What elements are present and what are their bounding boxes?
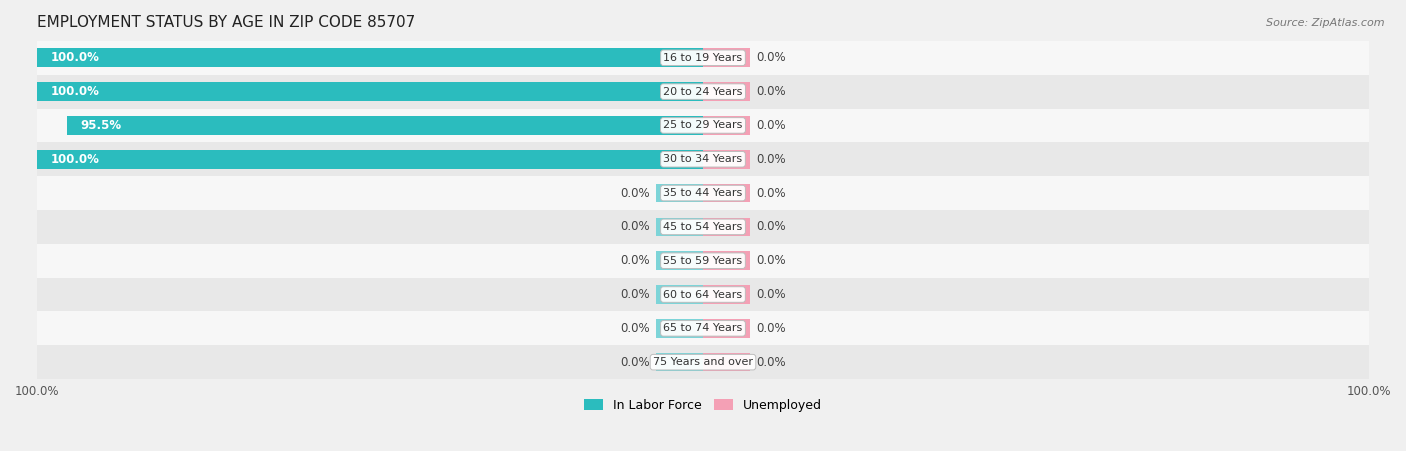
Text: EMPLOYMENT STATUS BY AGE IN ZIP CODE 85707: EMPLOYMENT STATUS BY AGE IN ZIP CODE 857…	[37, 15, 416, 30]
Bar	[703, 319, 749, 338]
Text: 100.0%: 100.0%	[51, 51, 100, 64]
Bar	[37, 176, 1369, 210]
Text: 0.0%: 0.0%	[756, 322, 786, 335]
Text: 0.0%: 0.0%	[756, 85, 786, 98]
Bar	[703, 184, 749, 202]
Bar	[37, 83, 703, 101]
Text: 16 to 19 Years: 16 to 19 Years	[664, 53, 742, 63]
Bar	[657, 184, 703, 202]
Bar	[657, 217, 703, 236]
Text: Source: ZipAtlas.com: Source: ZipAtlas.com	[1267, 18, 1385, 28]
Text: 0.0%: 0.0%	[756, 254, 786, 267]
Text: 0.0%: 0.0%	[756, 153, 786, 166]
Text: 100.0%: 100.0%	[51, 153, 100, 166]
Bar	[703, 83, 749, 101]
Text: 95.5%: 95.5%	[80, 119, 122, 132]
Text: 20 to 24 Years: 20 to 24 Years	[664, 87, 742, 97]
Text: 65 to 74 Years: 65 to 74 Years	[664, 323, 742, 333]
Bar	[703, 217, 749, 236]
Text: 100.0%: 100.0%	[51, 85, 100, 98]
Text: 0.0%: 0.0%	[620, 356, 650, 368]
Text: 0.0%: 0.0%	[756, 187, 786, 200]
Text: 0.0%: 0.0%	[620, 288, 650, 301]
Text: 0.0%: 0.0%	[756, 356, 786, 368]
Bar	[703, 353, 749, 372]
Bar	[703, 116, 749, 135]
Text: 35 to 44 Years: 35 to 44 Years	[664, 188, 742, 198]
Bar	[657, 319, 703, 338]
Bar	[657, 353, 703, 372]
Text: 60 to 64 Years: 60 to 64 Years	[664, 290, 742, 299]
Text: 0.0%: 0.0%	[756, 51, 786, 64]
Text: 45 to 54 Years: 45 to 54 Years	[664, 222, 742, 232]
Bar	[703, 150, 749, 169]
Text: 30 to 34 Years: 30 to 34 Years	[664, 154, 742, 164]
Text: 0.0%: 0.0%	[756, 221, 786, 233]
Text: 0.0%: 0.0%	[620, 187, 650, 200]
Bar	[703, 251, 749, 270]
Bar	[37, 150, 703, 169]
Bar	[37, 345, 1369, 379]
Bar	[37, 312, 1369, 345]
Text: 75 Years and over: 75 Years and over	[652, 357, 754, 367]
Bar	[37, 210, 1369, 244]
Text: 0.0%: 0.0%	[620, 322, 650, 335]
Text: 0.0%: 0.0%	[756, 119, 786, 132]
Text: 55 to 59 Years: 55 to 59 Years	[664, 256, 742, 266]
Bar	[37, 143, 1369, 176]
Bar	[657, 285, 703, 304]
Text: 0.0%: 0.0%	[620, 221, 650, 233]
Bar	[37, 278, 1369, 312]
Bar	[67, 116, 703, 135]
Bar	[37, 49, 703, 67]
Bar	[37, 244, 1369, 278]
Bar	[37, 109, 1369, 143]
Bar	[703, 49, 749, 67]
Text: 0.0%: 0.0%	[756, 288, 786, 301]
Text: 0.0%: 0.0%	[620, 254, 650, 267]
Bar	[657, 251, 703, 270]
Bar	[37, 41, 1369, 75]
Bar	[37, 75, 1369, 109]
Text: 25 to 29 Years: 25 to 29 Years	[664, 120, 742, 130]
Legend: In Labor Force, Unemployed: In Labor Force, Unemployed	[579, 394, 827, 417]
Bar	[703, 285, 749, 304]
